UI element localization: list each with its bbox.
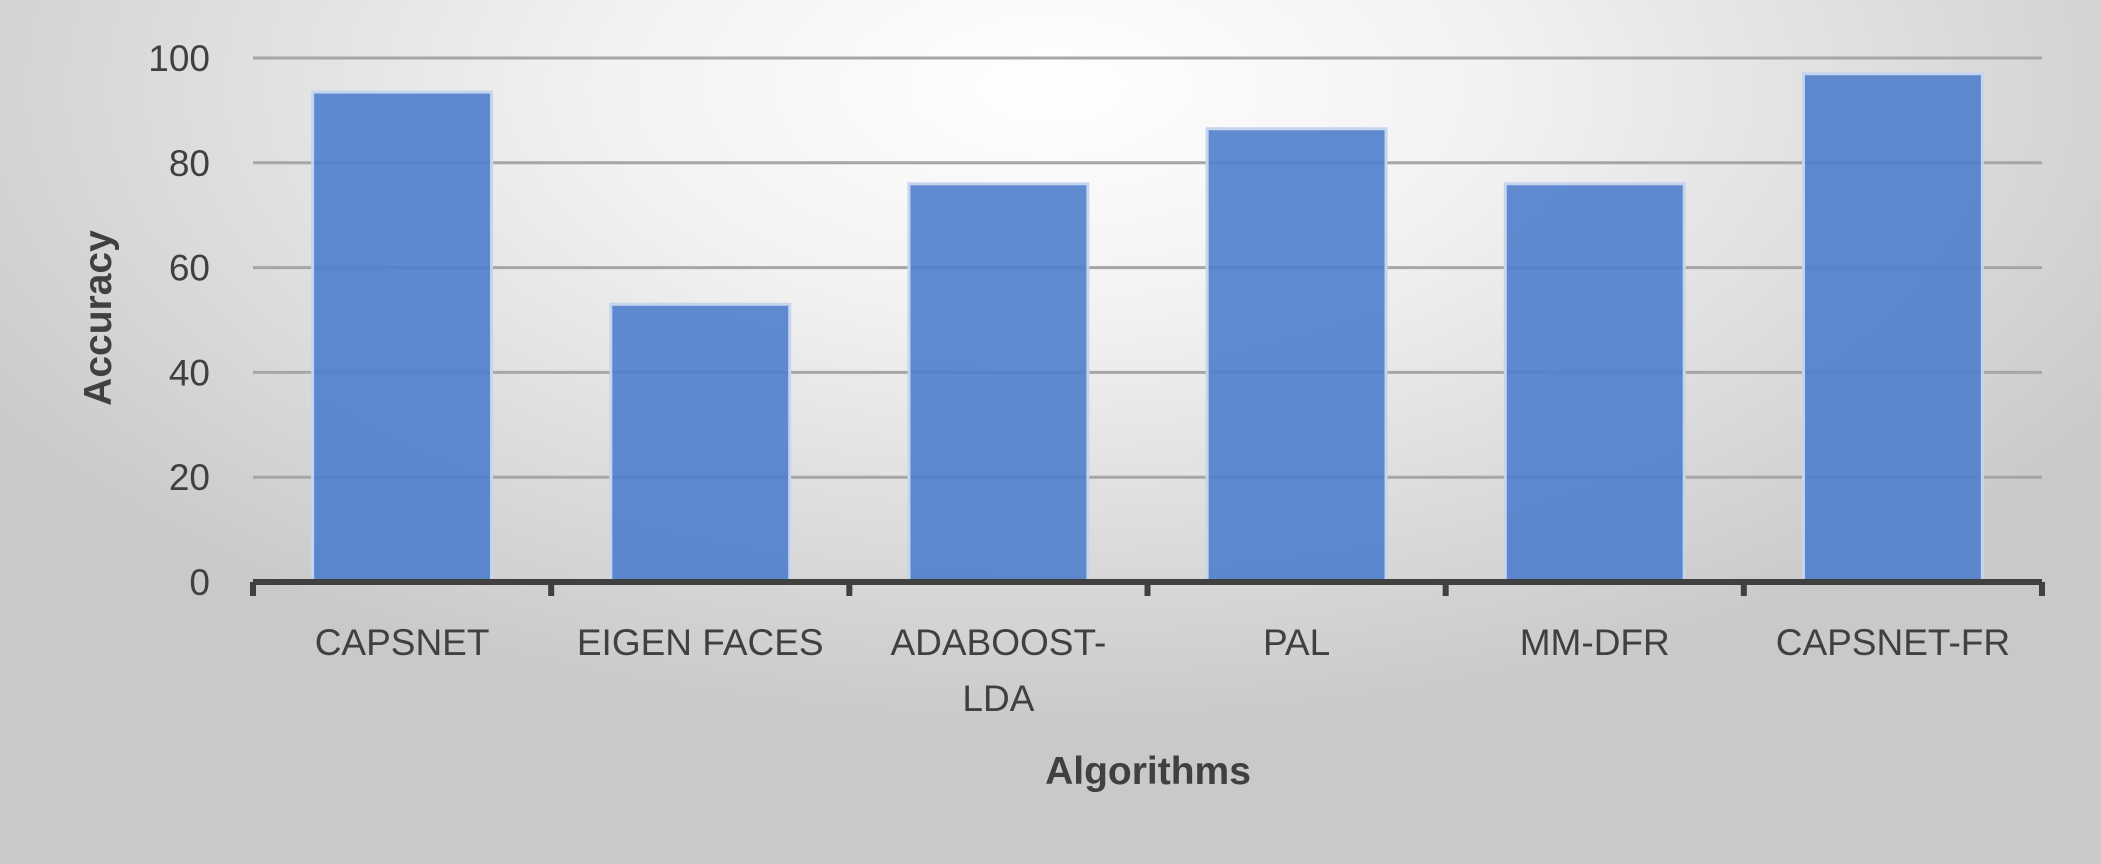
y-tick-label: 20: [169, 457, 210, 498]
y-tick-labels: 0 20 40 60 80 100: [148, 38, 210, 603]
y-tick-label: 60: [169, 248, 210, 289]
bars: [311, 72, 1984, 584]
x-tick-label: ADABOOST-LDA: [890, 622, 1106, 719]
x-tick-label: PAL: [1263, 622, 1330, 663]
bar-adaboost-lda: [907, 182, 1090, 584]
x-tick-labels: CAPSNET EIGEN FACES ADABOOST-LDA PAL MM-DFR C…: [315, 622, 2010, 719]
x-tick-label: CAPSNET: [315, 622, 490, 663]
x-axis-title: Algorithms: [1045, 750, 1251, 793]
bar-mm-dfr: [1503, 182, 1686, 584]
x-tick-label: MM-DFR: [1520, 622, 1670, 663]
y-tick-label: 40: [169, 352, 210, 393]
y-axis-title: Accuracy: [77, 230, 120, 406]
y-tick-label: 100: [148, 38, 210, 79]
gridlines: [253, 56, 2042, 479]
bar-capsnet: [311, 90, 494, 584]
y-tick-label: 80: [169, 143, 210, 184]
bar-pal: [1205, 127, 1388, 584]
x-axis: [250, 579, 2045, 596]
bar-capsnet-fr: [1801, 72, 1984, 584]
x-tick-label: EIGEN FACES: [577, 622, 824, 663]
y-tick-label: 0: [189, 562, 210, 603]
x-tick-label: CAPSNET-FR: [1776, 622, 2010, 663]
bar-eigen-faces: [609, 302, 792, 584]
